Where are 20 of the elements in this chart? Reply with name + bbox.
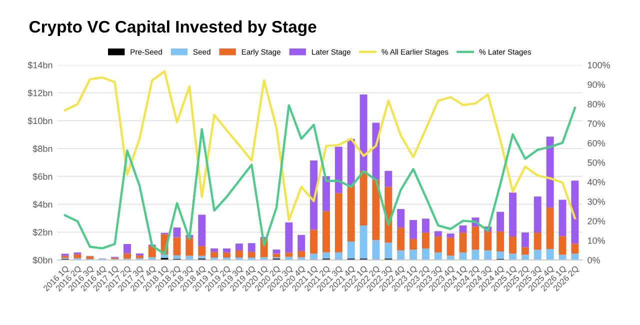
y2-tick-label: 50% <box>588 159 606 166</box>
y2-tick-label: 40% <box>587 178 606 186</box>
y2-tick-label: 0% <box>588 256 600 264</box>
y-tick-label: $10bn <box>28 117 52 125</box>
y2-tick-label: 60% <box>588 140 606 146</box>
y2-tick-label: 20% <box>588 218 606 224</box>
y-tick-label: $2bn <box>32 228 52 236</box>
y-tick-label: $4bn <box>32 200 52 208</box>
y2-tick-label: 80% <box>588 100 606 108</box>
y2-tick-label: 30% <box>588 198 606 205</box>
y-tick-label: $12bn <box>28 89 52 97</box>
chart-title: Crypto VC Capital Invested by Stage <box>29 20 316 36</box>
y-tick-label: $14bn <box>28 62 52 69</box>
y2-tick-label: 100% <box>588 62 610 68</box>
y-tick-label: $6bn <box>32 173 52 180</box>
y-tick-label: $0bn <box>32 256 52 264</box>
y2-tick-label: 10% <box>588 237 606 244</box>
y2-tick-label: 90% <box>588 81 606 88</box>
y-tick-label: $8bn <box>32 145 52 152</box>
y2-tick-label: 70% <box>588 120 606 127</box>
